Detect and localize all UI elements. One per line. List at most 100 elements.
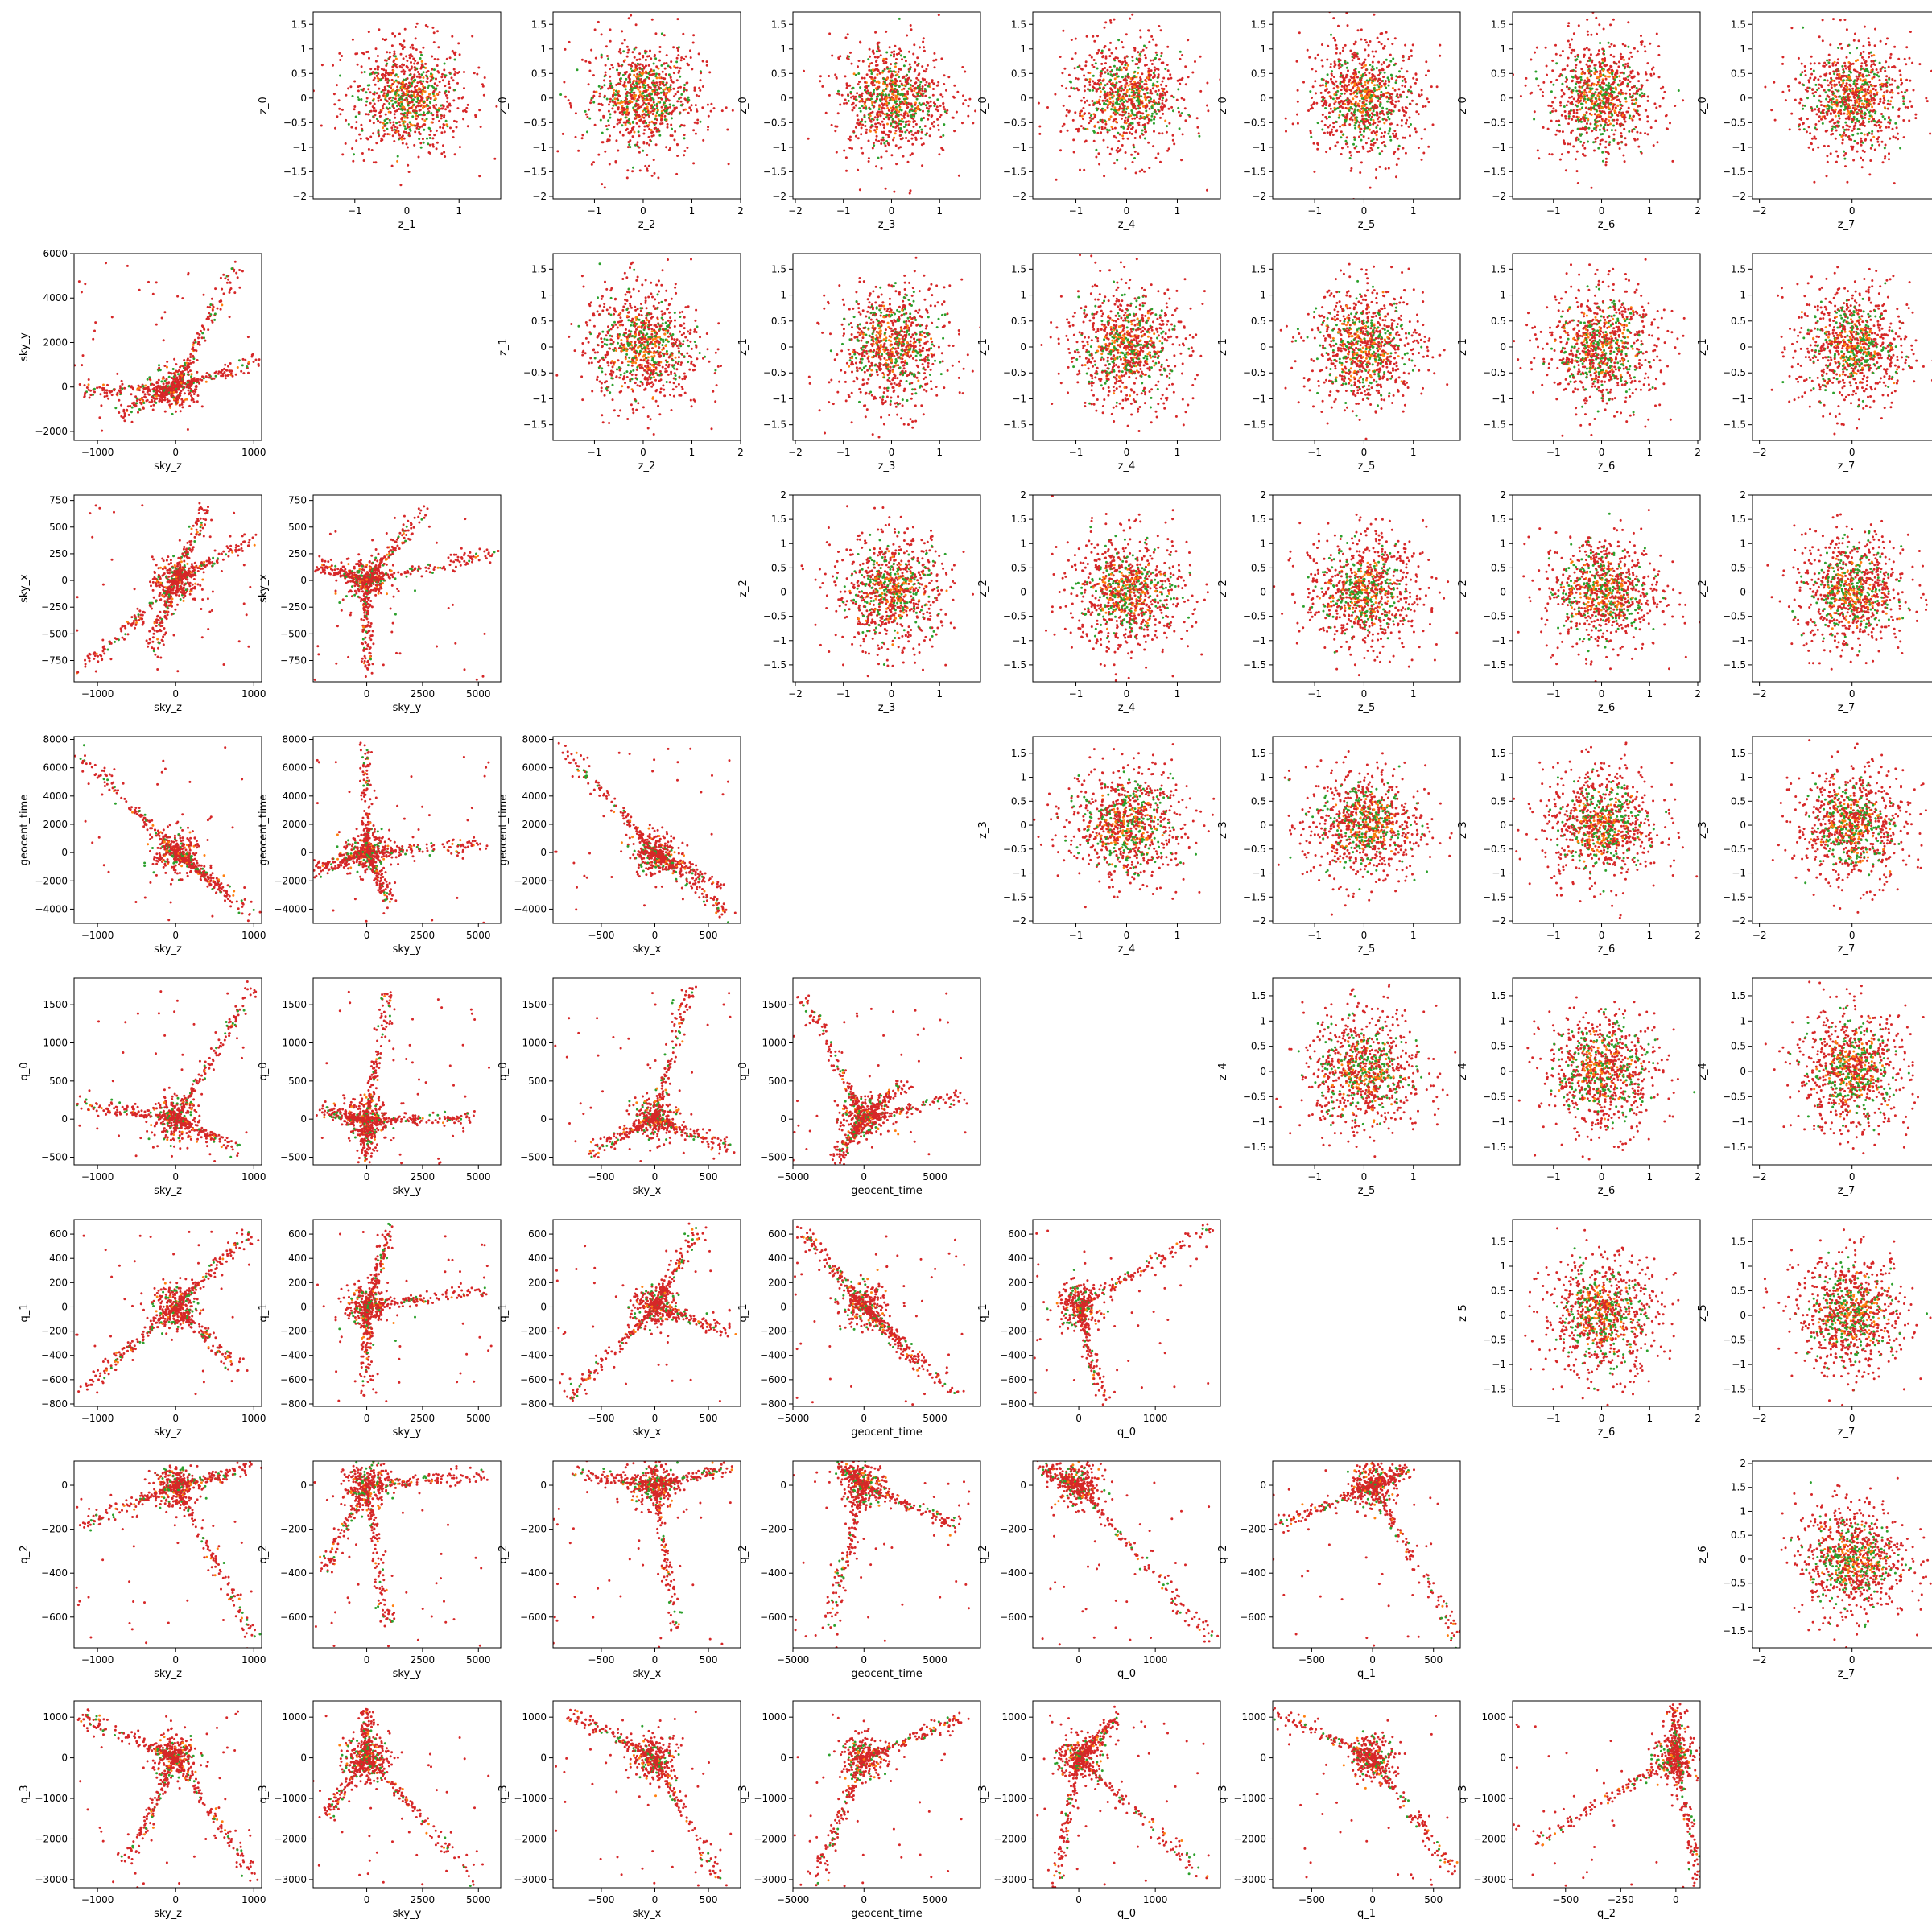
scatter-point bbox=[892, 55, 895, 58]
scatter-point bbox=[914, 68, 917, 72]
scatter-point bbox=[398, 134, 401, 137]
scatter-point bbox=[1135, 76, 1138, 79]
scatter-point bbox=[443, 116, 445, 119]
scatter-point bbox=[1370, 68, 1373, 72]
scatter-point bbox=[1319, 91, 1323, 94]
scatter-point bbox=[869, 114, 872, 118]
scatter-point bbox=[889, 67, 892, 70]
scatter-point bbox=[1609, 64, 1612, 68]
scatter-point bbox=[624, 88, 627, 91]
scatter-point bbox=[1411, 43, 1414, 47]
scatter-point bbox=[1166, 149, 1169, 152]
scatter-point bbox=[921, 164, 924, 167]
scatter-point bbox=[1402, 136, 1405, 139]
scatter-point bbox=[457, 97, 460, 100]
scatter-point bbox=[383, 59, 386, 62]
scatter-point bbox=[962, 102, 965, 105]
scatter-point bbox=[1151, 38, 1154, 41]
scatter-point bbox=[648, 94, 651, 97]
scatter-point bbox=[399, 184, 402, 187]
scatter-point bbox=[686, 62, 689, 65]
scatter-point bbox=[931, 79, 934, 82]
scatter-point bbox=[953, 130, 956, 133]
scatter-point bbox=[1604, 151, 1608, 153]
scatter-point bbox=[1150, 69, 1153, 72]
scatter-point bbox=[914, 60, 917, 64]
scatter-point bbox=[406, 77, 409, 80]
scatter-point bbox=[1153, 110, 1156, 114]
scatter-point bbox=[705, 64, 708, 67]
scatter-point bbox=[1358, 99, 1361, 102]
y-tick-label: −1 bbox=[1252, 142, 1266, 153]
scatter-point bbox=[1360, 161, 1363, 164]
scatter-point bbox=[900, 109, 903, 112]
scatter-point bbox=[1160, 55, 1162, 57]
scatter-point bbox=[1390, 102, 1393, 105]
scatter-point bbox=[1387, 84, 1390, 87]
scatter-point bbox=[429, 130, 432, 133]
scatter-point bbox=[885, 150, 888, 153]
scatter-point bbox=[627, 63, 630, 66]
scatter-point bbox=[1340, 64, 1344, 67]
scatter-point bbox=[463, 71, 465, 73]
scatter-point bbox=[419, 94, 422, 97]
scatter-point bbox=[848, 138, 852, 142]
scatter-point bbox=[1538, 157, 1541, 160]
scatter-point bbox=[1151, 112, 1154, 115]
scatter-point bbox=[898, 130, 902, 133]
scatter-point bbox=[1554, 96, 1557, 99]
scatter-point bbox=[395, 122, 398, 125]
scatter-point bbox=[394, 35, 397, 38]
scatter-point bbox=[918, 72, 921, 76]
scatter-point bbox=[1420, 93, 1423, 97]
scatter-point bbox=[927, 82, 931, 85]
scatter-point bbox=[408, 74, 411, 76]
scatter-point bbox=[1131, 111, 1134, 114]
scatter-point bbox=[1095, 155, 1098, 159]
scatter-point bbox=[882, 62, 886, 65]
scatter-point bbox=[1364, 118, 1368, 120]
scatter-point bbox=[435, 147, 438, 151]
scatter-point bbox=[392, 54, 395, 57]
scatter-point bbox=[431, 118, 435, 121]
scatter-point bbox=[601, 141, 605, 144]
scatter-point bbox=[968, 97, 972, 101]
scatter-point bbox=[1150, 63, 1154, 65]
scatter-point bbox=[1159, 116, 1162, 119]
scatter-point bbox=[1343, 92, 1346, 95]
scatter-point bbox=[910, 105, 914, 108]
scatter-point bbox=[1356, 29, 1360, 32]
scatter-point bbox=[875, 60, 877, 63]
scatter-point bbox=[407, 126, 410, 129]
scatter-point bbox=[436, 141, 439, 144]
x-axis-label: z_3 bbox=[878, 219, 896, 231]
scatter-point bbox=[654, 114, 658, 118]
scatter-point bbox=[873, 76, 877, 80]
scatter-point bbox=[1181, 76, 1184, 80]
scatter-point bbox=[643, 79, 646, 81]
scatter-point bbox=[1120, 89, 1123, 93]
scatter-point bbox=[673, 108, 676, 111]
scatter-point bbox=[1378, 78, 1381, 81]
scatter-point bbox=[898, 47, 902, 51]
scatter-point bbox=[892, 104, 895, 107]
scatter-point bbox=[920, 128, 923, 131]
scatter-point bbox=[474, 115, 477, 118]
scatter-point bbox=[333, 103, 336, 106]
scatter-point bbox=[1085, 35, 1088, 38]
scatter-point bbox=[1364, 64, 1367, 67]
scatter-point bbox=[592, 94, 596, 97]
scatter-point bbox=[845, 169, 848, 172]
scatter-point bbox=[1386, 76, 1389, 80]
scatter-point bbox=[929, 127, 932, 130]
scatter-point bbox=[473, 72, 476, 75]
scatter-point bbox=[1180, 159, 1183, 162]
scatter-point bbox=[683, 154, 686, 157]
scatter-point bbox=[1161, 87, 1163, 90]
scatter-point bbox=[1379, 32, 1382, 35]
scatter-point bbox=[927, 85, 930, 88]
scatter-point bbox=[683, 137, 686, 140]
scatter-point bbox=[464, 110, 468, 114]
y-axis-label: z_0 bbox=[258, 97, 270, 114]
scatter-point bbox=[416, 71, 419, 73]
